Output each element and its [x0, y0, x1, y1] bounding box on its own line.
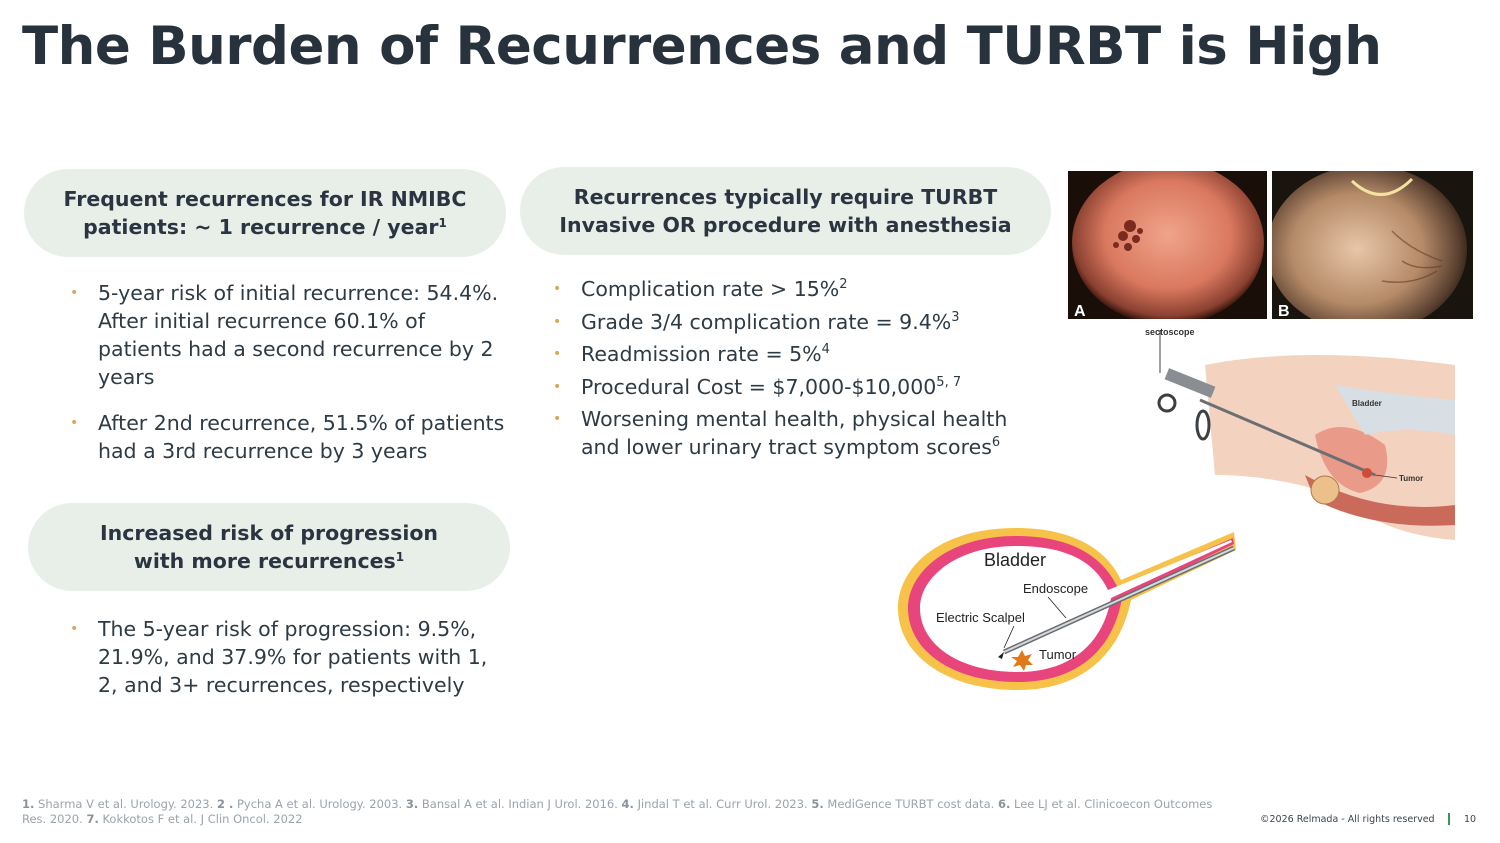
- footnotes: 1. Sharma V et al. Urology. 2023. 2 . Py…: [22, 797, 1213, 826]
- diagram-label: Endoscope: [1023, 581, 1088, 596]
- endoscopy-image: B: [1272, 171, 1467, 319]
- heading-line: with more recurrences1: [134, 547, 404, 575]
- heading-line: Invasive OR procedure with anesthesia: [559, 213, 1012, 237]
- diagram-label: Tumor: [1039, 647, 1077, 662]
- page-title: The Burden of Recurrences and TURBT is H…: [22, 16, 1382, 77]
- copyright: ©2026 Relmada - All rights reserved: [1260, 814, 1435, 825]
- endoscopy-photo-b: B: [1272, 171, 1473, 319]
- turbt-bullet-list: Complication rate > 15%2 Grade 3/4 compl…: [553, 275, 1033, 461]
- heading-line: Frequent recurrences for IR NMIBC: [63, 187, 467, 211]
- recurrence-frequency-heading: Frequent recurrences for IR NMIBC patien…: [24, 169, 506, 257]
- list-item: The 5-year risk of progression: 9.5%, 21…: [70, 615, 500, 699]
- anatomy-label: sectoscope: [1145, 327, 1195, 337]
- footnote-ref: 1: [395, 550, 405, 564]
- list-item: Worsening mental health, physical health…: [553, 405, 1033, 461]
- accent-divider: [1448, 813, 1450, 825]
- anatomy-label: Bladder: [1352, 399, 1382, 408]
- bladder-diagram: Bladder Endoscope Electric Scalpel Tumor: [898, 528, 1236, 690]
- bladder-endoscope-diagram: Bladder Endoscope Electric Scalpel Tumor: [896, 520, 1241, 695]
- photo-label: A: [1074, 303, 1086, 319]
- list-item: After 2nd recurrence, 51.5% of patients …: [70, 409, 510, 465]
- photo-label: B: [1278, 303, 1290, 319]
- recurrence-bullet-list: 5-year risk of initial recurrence: 54.4%…: [70, 279, 510, 465]
- diagram-label: Electric Scalpel: [936, 610, 1025, 625]
- list-item: Readmission rate = 5%4: [553, 340, 1033, 368]
- list-item: Grade 3/4 complication rate = 9.4%3: [553, 308, 1033, 336]
- list-item: Complication rate > 15%2: [553, 275, 1033, 303]
- list-item: 5-year risk of initial recurrence: 54.4%…: [70, 279, 510, 391]
- endoscopy-image: A: [1072, 171, 1264, 319]
- diagram-label: Bladder: [984, 550, 1046, 570]
- footnote-ref: 1: [438, 216, 447, 230]
- progression-bullet-list: The 5-year risk of progression: 9.5%, 21…: [70, 615, 500, 699]
- list-item: Procedural Cost = $7,000-$10,0005, 7: [553, 373, 1033, 401]
- heading-line: Increased risk of progression: [99, 521, 439, 545]
- heading-line: patients: ~ 1 recurrence / year1: [83, 213, 447, 241]
- progression-risk-heading: Increased risk of progression with more …: [28, 503, 510, 591]
- anatomy-image: sectoscope Bladder Tumor: [1145, 327, 1455, 540]
- page-number: 10: [1464, 814, 1477, 825]
- turbt-heading: Recurrences typically require TURBT Inva…: [520, 167, 1051, 255]
- heading-text: with more recurrences: [133, 549, 396, 573]
- anatomy-label: Tumor: [1399, 474, 1423, 483]
- endoscopy-photo-a: A: [1068, 171, 1267, 319]
- resectoscope-anatomy-illustration: sectoscope Bladder Tumor: [1145, 325, 1460, 545]
- heading-line: Recurrences typically require TURBT: [573, 185, 998, 209]
- heading-text: patients: ~ 1 recurrence / year: [83, 215, 439, 239]
